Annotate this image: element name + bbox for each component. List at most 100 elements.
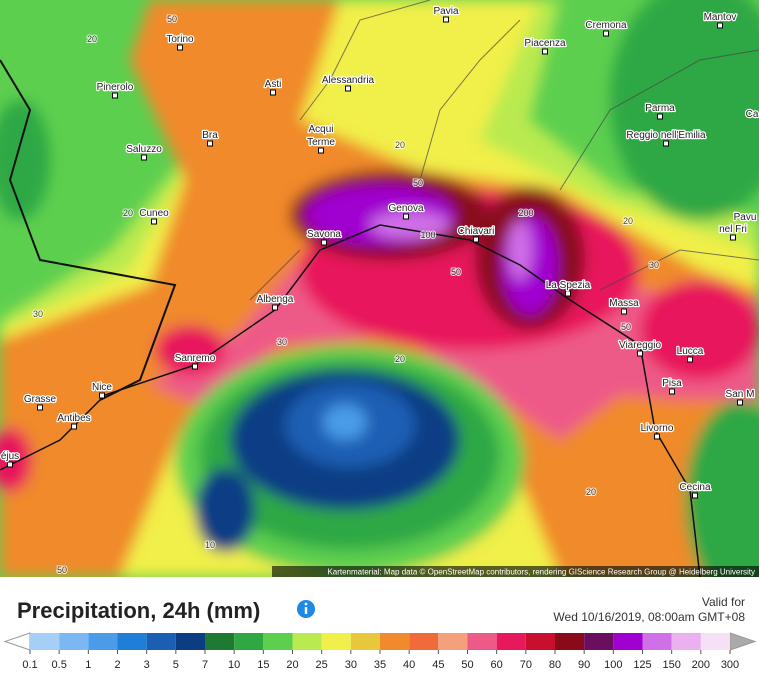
city-label: Viareggio	[619, 340, 662, 351]
legend-tick-label: 1	[85, 659, 91, 671]
valid-label: Valid for	[702, 595, 745, 609]
city-dot	[473, 236, 479, 243]
city-dot	[637, 350, 643, 357]
city-label: Pinerolo	[97, 82, 134, 93]
legend-tick-label: 5	[173, 659, 179, 671]
city-label: Nice	[92, 382, 112, 393]
city-dot	[151, 218, 157, 225]
contour-label: 20	[123, 208, 133, 218]
city-label: Chiavari	[458, 226, 495, 237]
city-label: Antibes	[57, 413, 90, 424]
city-label: Cecina	[679, 482, 711, 493]
city-dot	[7, 461, 13, 468]
legend-arrow	[729, 632, 757, 651]
city-dot	[192, 363, 198, 370]
city-dot	[663, 140, 669, 147]
city-label: nel Fri	[719, 224, 747, 235]
city-label: Cuneo	[139, 208, 169, 219]
legend-tick-label: 300	[721, 659, 739, 671]
legend-swatch	[350, 633, 380, 650]
city-label: Massa	[609, 298, 639, 309]
legend-swatch	[263, 633, 293, 650]
contour-label: 30	[277, 337, 287, 347]
legend-swatch	[496, 633, 526, 650]
city-dot	[272, 304, 278, 311]
legend-tick-label: 0.5	[52, 659, 67, 671]
city-label: Saluzzo	[126, 144, 162, 155]
legend-swatch	[380, 633, 410, 650]
info-icon[interactable]	[297, 600, 315, 618]
legend-swatch	[205, 633, 235, 650]
city-label: Savona	[307, 229, 341, 240]
legend-swatch	[88, 633, 118, 650]
city-label: Torino	[166, 34, 194, 45]
city-label: Parma	[645, 103, 675, 114]
city-label: Acqui	[308, 124, 333, 135]
city-label: Lucca	[677, 346, 704, 357]
legend-tick-label: 200	[692, 659, 710, 671]
city-dot	[345, 85, 351, 92]
map-labels: Pavia Cremona Mantov Torino Piacenza Asti Ales…	[0, 5, 759, 576]
city-dot	[654, 433, 660, 440]
contour-label: 50	[621, 322, 631, 332]
legend-swatch	[146, 633, 176, 650]
legend-swatch	[409, 633, 439, 650]
city-label: San M	[726, 389, 755, 400]
legend-tick-label: 7	[202, 659, 208, 671]
city-dot	[270, 89, 276, 96]
city-label: Terme	[307, 137, 335, 148]
legend-tick-label: 35	[374, 659, 386, 671]
legend-tick-label: 80	[549, 659, 561, 671]
contour-label: 50	[167, 14, 177, 24]
legend-tick-label: 150	[662, 659, 680, 671]
city-dot	[112, 92, 118, 99]
contour-label: 20	[395, 354, 405, 364]
legend-swatch	[30, 633, 60, 650]
city-dot	[621, 308, 627, 315]
legend-tick-label: 20	[286, 659, 298, 671]
city-label: Grasse	[24, 394, 57, 405]
city-label: Cremona	[585, 20, 627, 31]
legend-swatch	[700, 633, 730, 650]
city-dot	[99, 392, 105, 399]
city-label: Ca	[746, 109, 759, 120]
legend-tick-label: 40	[403, 659, 415, 671]
contour-label: 50	[57, 565, 67, 575]
legend-tick-label: 45	[432, 659, 444, 671]
city-dot	[207, 140, 213, 147]
legend-tick-label: 15	[257, 659, 269, 671]
legend-tick-label: 60	[491, 659, 503, 671]
attribution: Kartenmaterial: Map data © OpenStreetMap…	[327, 568, 755, 577]
legend-swatch	[584, 633, 614, 650]
city-dot	[603, 30, 609, 37]
legend-swatch	[321, 633, 351, 650]
city-label: Pavu	[734, 212, 757, 223]
legend-arrow	[3, 632, 31, 651]
contour-label: 20	[87, 34, 97, 44]
legend-tick-label: 70	[520, 659, 532, 671]
legend-tick-label: 2	[114, 659, 120, 671]
city-label: Genova	[388, 203, 423, 214]
contour-label: 100	[420, 230, 435, 240]
city-label: Livorno	[641, 423, 674, 434]
legend-swatch	[555, 633, 585, 650]
city-dot	[321, 239, 327, 246]
contour-label: 10	[205, 540, 215, 550]
legend-tick-label: 30	[345, 659, 357, 671]
city-label: Sanremo	[175, 353, 216, 364]
legend-swatch	[467, 633, 497, 650]
legend-swatch	[175, 633, 205, 650]
legend-swatch	[613, 633, 643, 650]
legend-swatch	[117, 633, 147, 650]
city-dot	[318, 147, 324, 154]
city-label: Albenga	[257, 294, 294, 305]
city-dot	[565, 290, 571, 297]
title: Precipitation, 24h (mm)	[17, 598, 260, 623]
contour-label: 20	[395, 140, 405, 150]
city-dot	[692, 492, 698, 499]
city-dot	[443, 16, 449, 23]
legend-swatch	[292, 633, 322, 650]
city-label: Mantov	[704, 12, 737, 23]
legend-swatch	[234, 633, 264, 650]
